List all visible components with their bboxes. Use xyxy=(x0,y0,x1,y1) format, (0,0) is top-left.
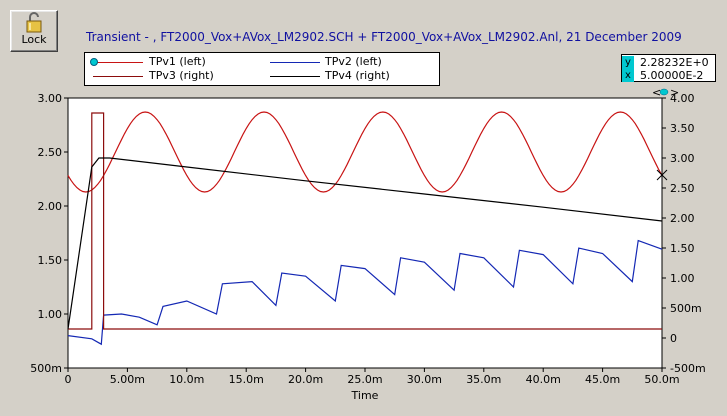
cursor-x-value: 5.00000E-2 xyxy=(640,69,704,82)
right-tick-label: 500m xyxy=(670,302,702,315)
legend-label-tpv1: TPv1 (left) xyxy=(149,55,206,68)
legend: TPv1 (left) TPv2 (left) TPv3 (right) TPv… xyxy=(84,52,440,86)
cursor-x-key: x xyxy=(622,69,634,82)
right-tick-label: 2.00 xyxy=(670,212,695,225)
legend-line-tpv4 xyxy=(270,76,320,77)
x-tick-label: 20.0m xyxy=(288,373,323,386)
x-tick-label: 30.0m xyxy=(407,373,442,386)
right-tick-label: 1.00 xyxy=(670,272,695,285)
svg-text:>: > xyxy=(670,86,679,99)
x-tick-label: 40.0m xyxy=(526,373,561,386)
legend-line-tpv2 xyxy=(270,62,320,63)
series-line-tpv3 xyxy=(68,112,662,330)
legend-marker-icon[interactable] xyxy=(90,58,98,66)
right-tick-label: 3.00 xyxy=(670,152,695,165)
x-tick-label: 50.0m xyxy=(644,373,679,386)
legend-label-tpv2: TPv2 (left) xyxy=(325,55,382,68)
right-scroll-arrows-icon[interactable]: < > xyxy=(652,86,679,99)
cursor-y-value: 2.28232E+0 xyxy=(640,56,709,69)
right-tick-label: -500m xyxy=(670,362,706,375)
x-tick-label: 0 xyxy=(65,373,72,386)
legend-label-tpv4: TPv4 (right) xyxy=(325,69,390,82)
legend-line-tpv1 xyxy=(93,62,143,63)
series-line-tpv4 xyxy=(67,157,663,330)
right-tick-label: 2.50 xyxy=(670,182,695,195)
chart-title: Transient - , FT2000_Vox+AVox_LM2902.SCH… xyxy=(86,30,682,44)
left-tick-label: 2.50 xyxy=(38,146,63,159)
left-tick-label: 1.50 xyxy=(38,254,63,267)
cursor-readout: y 2.28232E+0 x 5.00000E-2 xyxy=(621,54,716,82)
cursor-y-key: y xyxy=(622,56,634,69)
right-tick-label: 4.00 xyxy=(670,92,695,105)
x-tick-label: 5.00m xyxy=(110,373,145,386)
series-line-tpv1 xyxy=(67,111,663,193)
x-tick-label: 35.0m xyxy=(466,373,501,386)
x-axis-label: Time xyxy=(351,389,379,402)
left-tick-label: 3.00 xyxy=(38,92,63,105)
legend-label-tpv3: TPv3 (right) xyxy=(149,69,214,82)
svg-text:<: < xyxy=(652,86,661,99)
right-tick-label: 1.50 xyxy=(670,242,695,255)
legend-line-tpv3 xyxy=(93,76,143,77)
left-tick-label: 2.00 xyxy=(38,200,63,213)
padlock-icon xyxy=(26,12,42,33)
cursor-crosshair-icon[interactable] xyxy=(656,169,668,181)
x-tick-label: 10.0m xyxy=(169,373,204,386)
plot-area xyxy=(67,97,663,369)
x-tick-label: 15.0m xyxy=(229,373,264,386)
right-tick-label: 0 xyxy=(670,332,677,345)
x-tick-label: 25.0m xyxy=(347,373,382,386)
lock-button[interactable]: Lock xyxy=(10,10,58,52)
series-line-tpv2 xyxy=(67,239,663,346)
lock-button-label: Lock xyxy=(21,33,47,46)
x-tick-label: 45.0m xyxy=(585,373,620,386)
left-tick-label: 1.00 xyxy=(38,308,63,321)
right-tick-label: 3.50 xyxy=(670,122,695,135)
left-tick-label: 500m xyxy=(30,362,62,375)
